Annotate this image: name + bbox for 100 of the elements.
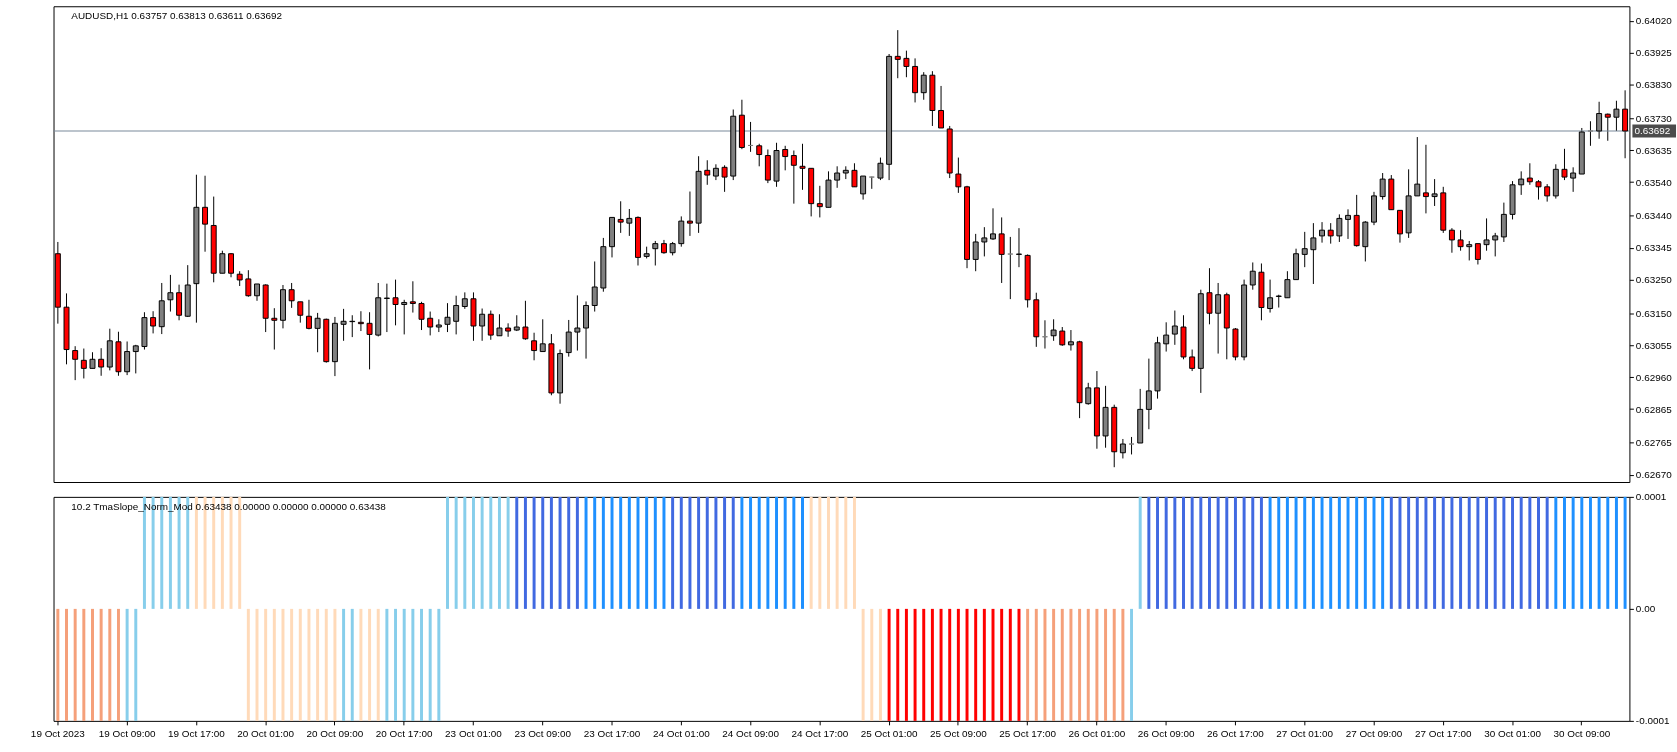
candlestick — [366, 311, 373, 370]
x-tick-label: 24 Oct 09:00 — [722, 728, 780, 740]
candlestick — [1474, 243, 1481, 265]
x-tick-label: 19 Oct 09:00 — [98, 728, 156, 740]
candlestick — [288, 282, 295, 309]
candlestick — [1396, 209, 1403, 244]
candlestick — [167, 274, 174, 313]
y-tick-label: 0.64020 — [1635, 15, 1673, 27]
x-tick-label: 24 Oct 01:00 — [652, 728, 711, 740]
y-tick-label: 0.63150 — [1635, 307, 1673, 319]
y-tick-label: 0.0001 — [1635, 491, 1667, 503]
y-tick-label: 0.63345 — [1635, 242, 1673, 254]
candlestick — [591, 260, 598, 313]
x-tick-label: 30 Oct 01:00 — [1484, 728, 1542, 740]
x-tick-label: 20 Oct 09:00 — [306, 728, 364, 740]
candlestick — [686, 191, 693, 237]
candlestick — [1016, 227, 1022, 268]
candlestick — [1284, 270, 1291, 299]
ref-line-label: 0.63692 — [1634, 124, 1671, 136]
candlestick — [816, 185, 823, 218]
candlestick — [1085, 382, 1092, 406]
candlestick — [565, 319, 572, 358]
candlestick — [1267, 279, 1274, 314]
y-tick-label: 0.63830 — [1635, 79, 1673, 91]
candlestick — [1119, 438, 1126, 459]
y-tick-label: 0.00 — [1635, 603, 1656, 615]
x-tick-label: 26 Oct 01:00 — [1068, 728, 1126, 740]
x-tick-label: 26 Oct 09:00 — [1137, 728, 1196, 740]
candlestick — [790, 150, 797, 205]
candlestick — [1587, 120, 1594, 147]
candlestick — [392, 279, 399, 326]
candlestick — [1431, 178, 1438, 207]
x-tick-label: 25 Oct 01:00 — [860, 728, 918, 740]
x-tick-label: 27 Oct 17:00 — [1414, 728, 1473, 740]
x-tick-label: 23 Oct 01:00 — [445, 728, 503, 740]
candlestick — [1310, 222, 1317, 285]
candlestick — [1319, 221, 1326, 244]
y-tick-label: 0.63440 — [1635, 210, 1673, 222]
x-tick-label: 26 Oct 17:00 — [1207, 728, 1265, 740]
candlestick — [920, 71, 927, 101]
x-tick-label: 23 Oct 09:00 — [514, 728, 572, 740]
candlestick — [496, 313, 503, 337]
candlestick — [903, 50, 910, 78]
candlestick — [453, 295, 460, 335]
candlestick — [574, 294, 581, 352]
y-tick-label: 0.63635 — [1635, 144, 1673, 156]
candlestick — [1535, 179, 1542, 201]
candlestick — [202, 175, 209, 253]
candlestick — [799, 143, 806, 191]
candlestick — [1483, 217, 1490, 252]
candlestick — [1067, 329, 1074, 352]
y-tick-label: 0.63925 — [1635, 47, 1673, 59]
candlestick — [851, 162, 858, 188]
candlestick — [245, 269, 252, 298]
y-tick-label: 0.62670 — [1635, 469, 1673, 481]
candlestick — [409, 280, 416, 314]
y-tick-label: 0.63540 — [1635, 176, 1673, 188]
candlestick — [72, 345, 79, 381]
candlestick — [1206, 267, 1213, 325]
candlestick — [1596, 101, 1603, 140]
y-tick-label: 0.63055 — [1635, 339, 1673, 351]
candlestick — [1215, 282, 1222, 355]
candlestick — [860, 175, 867, 201]
candlestick — [1336, 213, 1343, 243]
candlestick — [1492, 232, 1499, 257]
candlestick — [150, 310, 157, 334]
candlestick — [1422, 144, 1429, 214]
y-tick-label: 0.63730 — [1635, 112, 1673, 124]
candlestick — [1050, 318, 1057, 342]
y-tick-label: 0.62960 — [1635, 371, 1673, 383]
candlestick — [1145, 358, 1152, 430]
candlestick — [539, 318, 546, 353]
candlestick — [1526, 162, 1533, 186]
candlestick — [998, 216, 1005, 284]
candlestick — [357, 310, 364, 332]
candlestick — [487, 310, 494, 341]
candlestick — [1604, 113, 1611, 142]
candlestick — [1500, 202, 1507, 243]
candlestick — [132, 344, 139, 374]
candlestick — [1457, 229, 1464, 252]
candlestick — [176, 284, 183, 321]
candlestick — [1301, 231, 1308, 268]
candlestick — [219, 250, 226, 274]
candlestick — [877, 157, 884, 181]
candlestick — [314, 312, 321, 353]
candlestick — [531, 332, 538, 361]
x-tick-label: 27 Oct 01:00 — [1276, 728, 1334, 740]
candlestick — [305, 299, 312, 330]
candlestick — [418, 301, 425, 331]
candlestick — [1448, 227, 1455, 254]
y-tick-label: 0.62865 — [1635, 403, 1673, 415]
candlestick — [228, 252, 234, 278]
x-tick-label: 25 Oct 17:00 — [999, 728, 1057, 740]
candlestick — [894, 29, 901, 79]
candlestick — [704, 159, 711, 186]
candlestick — [1189, 349, 1196, 372]
candlestick — [678, 215, 685, 248]
x-tick-label: 20 Oct 17:00 — [375, 728, 434, 740]
y-tick-label: 0.62765 — [1635, 437, 1673, 449]
candlestick — [756, 143, 763, 167]
